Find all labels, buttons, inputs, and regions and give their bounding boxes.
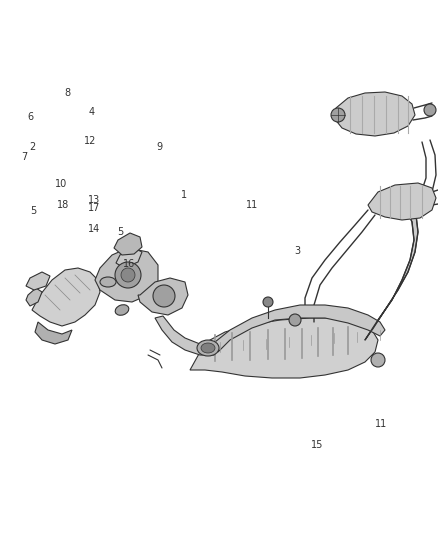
Text: 16: 16 [123,259,135,269]
Polygon shape [26,288,42,306]
Text: 11: 11 [246,200,258,210]
Circle shape [153,285,175,307]
Circle shape [121,268,135,282]
Polygon shape [26,272,50,290]
Polygon shape [35,322,72,344]
Text: 11: 11 [375,419,387,429]
Ellipse shape [115,305,129,316]
Polygon shape [368,183,436,220]
Text: 4: 4 [89,107,95,117]
Polygon shape [138,278,188,315]
Polygon shape [365,200,418,340]
Polygon shape [116,248,142,268]
Text: 13: 13 [88,195,100,205]
Ellipse shape [100,277,116,287]
Polygon shape [190,318,378,378]
Text: 6: 6 [28,112,34,122]
Text: 17: 17 [88,203,100,213]
Polygon shape [114,233,142,255]
Text: 12: 12 [84,136,96,146]
Text: 9: 9 [157,142,163,151]
Circle shape [371,353,385,367]
Circle shape [331,108,345,122]
Text: 3: 3 [295,246,301,255]
Ellipse shape [201,343,215,353]
Polygon shape [215,305,385,352]
Text: 8: 8 [65,88,71,98]
Polygon shape [95,248,158,302]
Polygon shape [334,92,415,136]
Text: 18: 18 [57,200,70,210]
Text: 5: 5 [30,206,36,215]
Text: 14: 14 [88,224,100,234]
Polygon shape [155,316,215,355]
Text: 5: 5 [117,227,124,237]
Circle shape [289,314,301,326]
Circle shape [263,297,273,307]
Text: 7: 7 [21,152,27,162]
Text: 1: 1 [181,190,187,199]
Ellipse shape [197,340,219,356]
Circle shape [115,262,141,288]
Text: 15: 15 [311,440,324,450]
Text: 10: 10 [55,179,67,189]
Text: 2: 2 [30,142,36,151]
Polygon shape [32,268,100,326]
Circle shape [424,104,436,116]
